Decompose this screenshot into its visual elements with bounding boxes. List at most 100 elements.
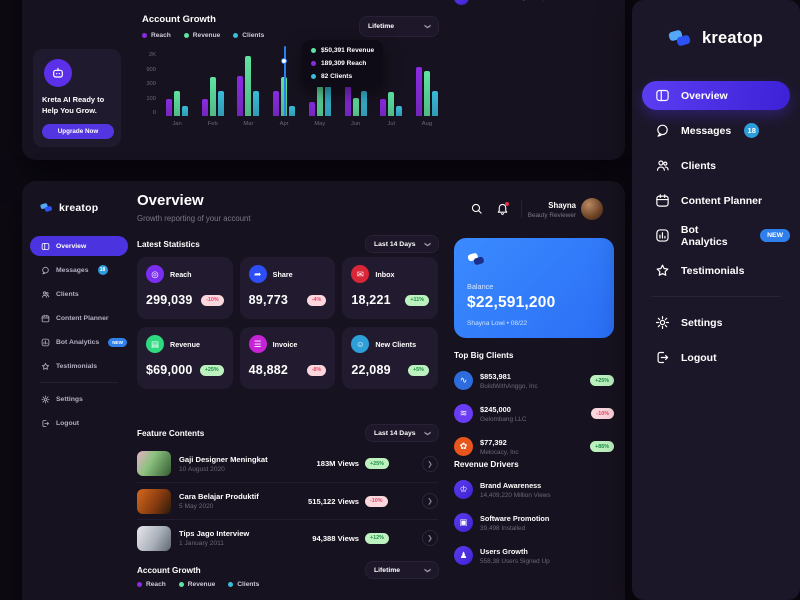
bar-reach[interactable] [380,99,387,116]
client-logo: ≋ [454,404,473,423]
feature-row[interactable]: Tips Jago Interview 1 January 2011 94,388… [137,519,438,556]
bar-reach[interactable] [273,90,280,116]
sidebar-panel: kreatop Overview Messages 18 Clients Cont… [632,0,800,600]
client-row[interactable]: ≋ $245,000 Gelombang LLC -10% [454,397,614,430]
sidebar-item-messages[interactable]: Messages 18 [30,258,128,282]
stat-card-inbox[interactable]: ✉ Inbox 18,221 +11% [342,257,438,319]
bar-reach[interactable] [166,99,172,116]
growth-period-dropdown[interactable]: Lifetime ❯ [365,561,439,579]
delta-badge: -8% [306,364,327,376]
bar-revenue[interactable] [209,76,216,116]
bar-group-jan[interactable]: Jan [166,54,188,127]
bar-group-aug[interactable]: Aug [415,54,438,127]
feature-row[interactable]: Cara Belajar Produktif 5 May 2020 515,122… [137,482,438,519]
bar-clients[interactable] [217,90,224,116]
sidebar-item-settings[interactable]: Settings [30,387,128,411]
bar-reach[interactable] [237,76,244,116]
bar-reach[interactable] [344,85,351,116]
bar-reach[interactable] [201,99,208,116]
bar-revenue[interactable] [423,70,430,116]
client-row[interactable]: ✿ $77,392 Melocacy, Inc +85% [454,430,614,463]
chevron-down-icon: ❯ [423,567,430,573]
nav-item-content-planner[interactable]: Content Planner [642,183,790,218]
driver-row[interactable]: ♟ Users Growth 558,38 Users Signed Up [454,539,614,572]
nav-item-clients[interactable]: Clients [642,148,790,183]
bar-reach[interactable] [415,67,422,116]
divider [521,200,522,218]
messages-count-badge: 18 [744,123,760,138]
bar-reach[interactable] [308,101,315,116]
sidebar-item-logout[interactable]: Logout [30,411,128,435]
driver-row[interactable]: ♔ Brand Awareness 14,409,220 Million View… [454,473,614,506]
bar-group-jul[interactable]: Jul [380,54,403,127]
client-row[interactable]: ∿ $853,981 BuildWithAnggo, Inc +25% [454,364,614,397]
bar-clients[interactable] [396,106,403,116]
chevron-right-icon[interactable]: ❯ [422,493,438,509]
stat-card-revenue[interactable]: ▤ Revenue $69,000 +25% [137,327,233,389]
bar-revenue[interactable] [245,56,252,116]
x-tick-label: Jul [387,121,395,127]
chevron-right-icon[interactable]: ❯ [422,455,438,472]
driver-row[interactable]: ▣ Software Promotion 39,498 Installed [454,506,614,539]
bar-clients[interactable] [289,106,296,116]
x-tick-label: Apr [279,121,289,127]
bar-revenue[interactable] [316,85,323,116]
mini-sidebar: Overview Messages 18 Clients Content Plan… [30,234,128,435]
tooltip-marker-dot [281,58,287,64]
balance-card[interactable]: Balance $22,591,200 Shayna Lowi • 08/22 [454,238,614,338]
stat-card-reach[interactable]: ◎ Reach 299,039 -10% [137,257,233,319]
tooltip-row: 82 Clients [311,73,374,80]
notification-dot [505,202,509,206]
account-growth-title: Account Growth [137,566,201,575]
nav-item-messages[interactable]: Messages 18 [642,113,790,148]
stat-card-invoice[interactable]: ☰ Invoice 48,882 -8% [239,327,336,389]
logo-icon [40,201,54,214]
bar-clients[interactable] [360,90,367,116]
bar-clients[interactable] [253,90,260,116]
dashboard-panel: kreatop Overview Messages 18 Clients Cont… [22,181,625,600]
bar-revenue[interactable] [174,91,180,116]
bar-clients[interactable] [324,85,331,116]
stat-card-share[interactable]: ➦ Share 89,773 -4% [239,257,336,319]
upgrade-now-button[interactable]: Upgrade Now [42,123,114,139]
nav-item-bot-analytics[interactable]: Bot Analytics NEW [642,218,790,253]
user-info: Shayna Beauty Reviewer [527,201,576,219]
delta-badge: +11% [405,294,429,306]
x-tick-label: Feb [207,121,218,127]
chart-period-dropdown[interactable]: Lifetime ❯ [359,16,439,37]
bar-clients[interactable] [182,106,188,116]
stat-card-new-clients[interactable]: ☺ New Clients 22,089 +5% [342,327,438,389]
divider [40,382,118,383]
features-period-dropdown[interactable]: Last 14 Days ❯ [365,424,439,442]
delta-badge: +25% [199,364,224,376]
nav-item-overview[interactable]: Overview [642,81,790,110]
notifications-bell[interactable] [496,202,509,215]
bar-group-feb[interactable]: Feb [201,54,224,127]
feature-thumbnail [137,525,171,551]
avatar[interactable] [581,198,603,220]
nav-item-testimonials[interactable]: Testimonials [642,253,790,288]
revenue-icon: ▤ [146,335,164,353]
bar-group-mar[interactable]: Mar [237,54,260,127]
bar-revenue[interactable] [388,92,395,116]
x-tick-label: Jun [350,121,361,127]
legend-revenue: Revenue [183,32,220,39]
bar-group-may[interactable]: May [308,54,331,127]
sidebar-item-clients[interactable]: Clients [30,282,128,306]
feature-thumbnail [137,488,171,514]
sidebar-item-content-planner[interactable]: Content Planner [30,306,128,330]
nav-item-logout[interactable]: Logout [642,340,790,375]
bar-group-jun[interactable]: Jun [344,54,367,127]
bar-clients[interactable] [431,91,438,116]
nav-item-settings[interactable]: Settings [642,305,790,340]
delta-badge: -10% [365,495,388,507]
chevron-right-icon[interactable]: ❯ [422,530,438,546]
sidebar-item-overview[interactable]: Overview [30,236,128,256]
sidebar-item-bot-analytics[interactable]: Bot Analytics NEW [30,330,128,354]
bar-revenue[interactable] [352,98,359,116]
search-icon[interactable] [470,202,483,215]
sidebar-item-testimonials[interactable]: Testimonials [30,354,128,378]
feature-list: Gaji Designer Meningkat 10 August 2020 18… [137,445,438,556]
feature-row[interactable]: Gaji Designer Meningkat 10 August 2020 18… [137,445,438,482]
stats-period-dropdown[interactable]: Last 14 Days ❯ [365,235,439,253]
